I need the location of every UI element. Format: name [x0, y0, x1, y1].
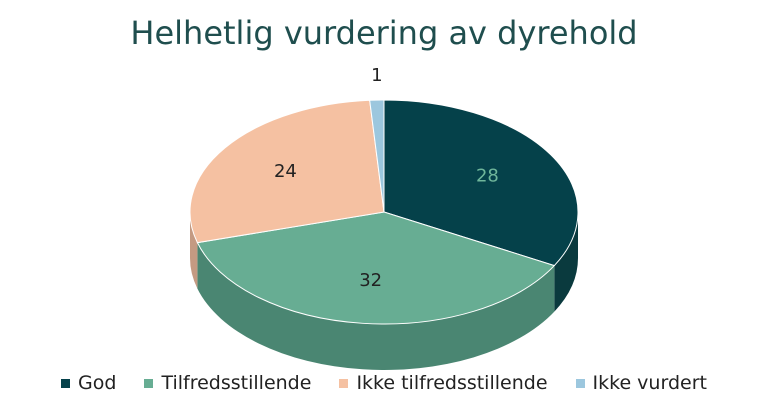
- legend-label-ikke-vurdert: Ikke vurdert: [592, 372, 707, 394]
- legend-label-tilfredsstillende: Tilfredsstillende: [161, 372, 312, 394]
- legend-swatch-ikke-vurdert: [575, 378, 585, 388]
- data-label-tilfredsstillende: 32: [359, 270, 382, 291]
- legend-item-tilfredsstillende: Tilfredsstillende: [144, 372, 311, 394]
- data-label-ikke-vurdert: 1: [371, 65, 382, 86]
- pie-side-ikke-tilfredsstillende: [190, 212, 198, 289]
- legend-item-god: God: [61, 372, 116, 394]
- pie-tops: [189, 99, 579, 325]
- pie-slice-god: [383, 99, 579, 267]
- legend-label-ikke-tilfredsstillende: Ikke tilfredsstillende: [356, 372, 548, 394]
- pie-slice-ikke-tilfredsstillende: [189, 99, 385, 244]
- pie-side-tilfredsstillende: [197, 242, 555, 371]
- pie-labels: 28 32 24 1: [274, 65, 499, 291]
- pie-side-god: [554, 212, 578, 312]
- chart-title: Helhetlig vurdering av dyrehold: [130, 14, 638, 52]
- pie-slice-tilfredsstillende: [196, 211, 556, 325]
- legend-item-ikke-vurdert: Ikke vurdert: [575, 372, 707, 394]
- legend-label-god: God: [78, 372, 117, 394]
- pie-slice-ikke-vurdert: [369, 99, 385, 213]
- data-label-god: 28: [476, 166, 499, 187]
- legend-item-ikke-tilfredsstillende: Ikke tilfredsstillende: [339, 372, 548, 394]
- legend-swatch-tilfredsstillende: [144, 378, 154, 388]
- pie-sides: [190, 212, 578, 371]
- legend-swatch-ikke-tilfredsstillende: [339, 378, 349, 388]
- legend-swatch-god: [61, 378, 71, 388]
- legend: God Tilfredsstillende Ikke tilfredsstill…: [0, 372, 768, 394]
- data-label-ikke-tilfredsstillende: 24: [274, 161, 297, 182]
